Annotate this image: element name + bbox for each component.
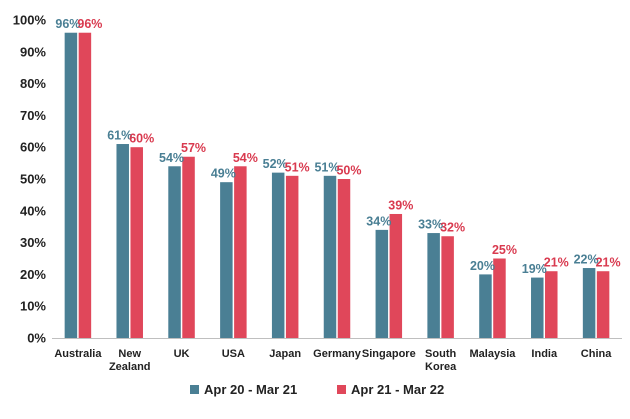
data-labels-group: 96%96%61%60%54%57%49%54% 52%51% 51%50%34%3… bbox=[55, 17, 620, 276]
bar-series1 bbox=[531, 277, 544, 338]
data-label-series2: 39% bbox=[388, 198, 413, 212]
bar-series2 bbox=[130, 147, 143, 338]
bar-series2 bbox=[545, 271, 558, 338]
legend-swatch-series1 bbox=[190, 385, 199, 394]
x-tick-label: New bbox=[118, 348, 141, 360]
y-tick-label: 20% bbox=[20, 267, 46, 282]
x-tick-label: Zealand bbox=[109, 361, 151, 373]
bar-series1 bbox=[271, 172, 285, 338]
bar-series2 bbox=[285, 175, 299, 338]
bar-series2 bbox=[493, 258, 506, 338]
legend: Apr 20 - Mar 21 Apr 21 - Mar 22 bbox=[190, 382, 444, 397]
legend-label-series2: Apr 21 - Mar 22 bbox=[351, 382, 444, 397]
x-tick-label: Singapore bbox=[362, 348, 416, 360]
bar-series2 bbox=[78, 32, 92, 338]
data-label-series2: 50% bbox=[336, 164, 361, 178]
data-label-series1: 52% bbox=[263, 157, 288, 171]
data-label-series2: 96% bbox=[77, 17, 102, 31]
x-tick-label: Germany bbox=[313, 348, 362, 360]
bar-series2 bbox=[389, 213, 403, 338]
bar-series1 bbox=[64, 32, 78, 338]
y-tick-label: 0% bbox=[27, 331, 46, 346]
data-label-series2: 54% bbox=[233, 151, 258, 165]
data-label-series1: 20% bbox=[470, 259, 495, 273]
y-tick-label: 30% bbox=[20, 235, 46, 250]
data-label-series1: 33% bbox=[418, 218, 443, 232]
bar-series2 bbox=[596, 271, 610, 338]
bar-series1 bbox=[220, 182, 233, 338]
x-tick-label: Malaysia bbox=[470, 348, 517, 360]
data-label-series2: 60% bbox=[129, 132, 154, 146]
bars-group bbox=[64, 32, 610, 338]
bar-series1 bbox=[479, 274, 492, 338]
data-label-series1: 61% bbox=[107, 129, 132, 143]
data-label-series2: 32% bbox=[440, 221, 465, 235]
data-label-series1: 22% bbox=[574, 253, 599, 267]
legend-label-series1: Apr 20 - Mar 21 bbox=[204, 382, 297, 397]
bar-series2 bbox=[234, 166, 247, 338]
bar-series1 bbox=[116, 144, 129, 338]
bar-series1 bbox=[168, 166, 181, 338]
bar-series2 bbox=[337, 179, 351, 338]
y-tick-label: 80% bbox=[20, 76, 46, 91]
data-label-series1: 51% bbox=[314, 160, 339, 174]
bar-series2 bbox=[441, 236, 454, 338]
bar-series1 bbox=[323, 175, 337, 338]
bar-series1 bbox=[582, 268, 596, 338]
x-tick-label: India bbox=[531, 348, 558, 360]
data-label-series1: 54% bbox=[159, 151, 184, 165]
y-tick-label: 50% bbox=[20, 172, 46, 187]
data-label-series2: 57% bbox=[181, 141, 206, 155]
bar-series1 bbox=[427, 233, 440, 338]
bar-series1 bbox=[375, 229, 389, 338]
data-label-series1: 49% bbox=[211, 167, 236, 181]
x-tick-label: South bbox=[425, 348, 456, 360]
y-tick-label: 40% bbox=[20, 203, 46, 218]
data-label-series2: 51% bbox=[285, 160, 310, 174]
data-label-series2: 21% bbox=[596, 256, 621, 270]
data-label-series2: 21% bbox=[544, 256, 569, 270]
data-label-series1: 34% bbox=[366, 214, 391, 228]
x-tick-label: UK bbox=[174, 348, 190, 360]
x-tick-label: Japan bbox=[269, 348, 301, 360]
x-tick-label: Australia bbox=[54, 348, 102, 360]
x-tick-label: USA bbox=[222, 348, 245, 360]
data-label-series1: 19% bbox=[522, 262, 547, 276]
bar-series2 bbox=[182, 156, 195, 338]
data-label-series2: 25% bbox=[492, 243, 517, 257]
y-tick-label: 10% bbox=[20, 299, 46, 314]
x-tick-label: China bbox=[581, 348, 612, 360]
y-tick-label: 60% bbox=[20, 140, 46, 155]
y-tick-label: 70% bbox=[20, 108, 46, 123]
x-tick-label: Korea bbox=[425, 361, 457, 373]
y-axis: 0% 10% 20% 30% 40% 50% 60% 70% 80% 90% 100% bbox=[13, 13, 47, 346]
y-tick-label: 90% bbox=[20, 44, 46, 59]
data-label-series1: 96% bbox=[55, 17, 80, 31]
y-tick-label: 100% bbox=[13, 13, 47, 28]
legend-swatch-series2 bbox=[337, 385, 346, 394]
